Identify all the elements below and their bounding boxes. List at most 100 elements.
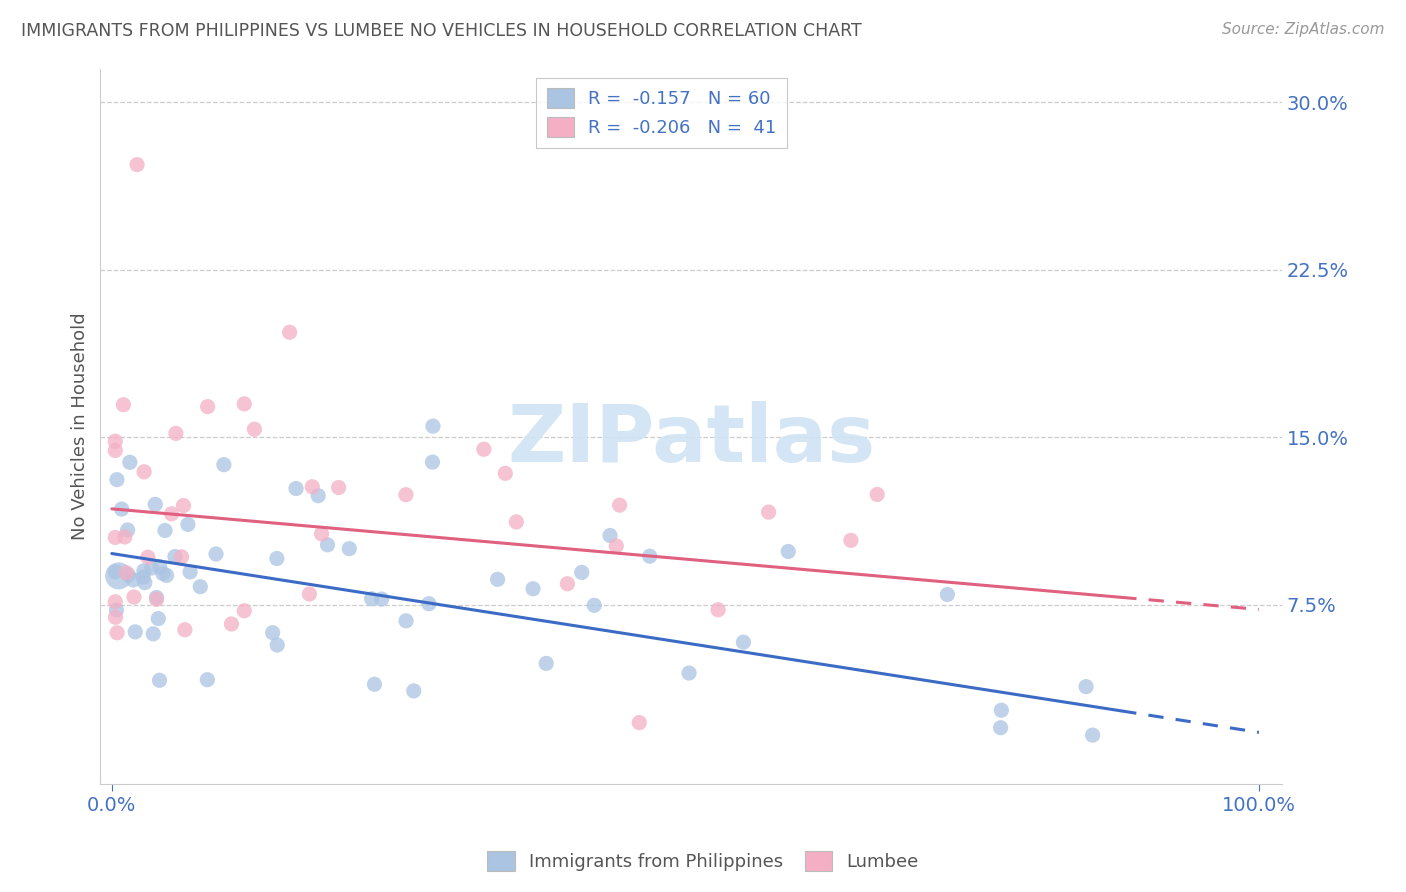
Point <box>1081 728 1104 742</box>
Point <box>583 599 606 613</box>
Point <box>205 547 228 561</box>
Point <box>143 497 166 511</box>
Point <box>177 517 200 532</box>
Point <box>472 442 495 457</box>
Point <box>316 538 339 552</box>
Point <box>221 617 243 632</box>
Point <box>141 561 163 575</box>
Point <box>134 575 156 590</box>
Point <box>145 591 167 605</box>
Point <box>758 505 780 519</box>
Point <box>163 549 186 564</box>
Point <box>233 604 256 618</box>
Point <box>1074 680 1097 694</box>
Point <box>678 666 700 681</box>
Point <box>118 455 141 469</box>
Point <box>145 592 167 607</box>
Point <box>233 397 256 411</box>
Point <box>494 467 516 481</box>
Point <box>104 434 127 449</box>
Point <box>418 597 440 611</box>
Point <box>142 627 165 641</box>
Point <box>115 566 138 580</box>
Point <box>486 572 509 586</box>
Point <box>195 673 218 687</box>
Text: Source: ZipAtlas.com: Source: ZipAtlas.com <box>1222 22 1385 37</box>
Point <box>360 591 382 606</box>
Point <box>104 595 127 609</box>
Point <box>104 443 127 458</box>
Point <box>122 590 145 604</box>
Point <box>402 684 425 698</box>
Point <box>170 549 193 564</box>
Point <box>148 673 170 688</box>
Point <box>104 565 127 579</box>
Point <box>298 587 321 601</box>
Point <box>422 455 444 469</box>
Point <box>363 677 385 691</box>
Point <box>132 564 155 578</box>
Point <box>778 544 800 558</box>
Point <box>990 721 1012 735</box>
Point <box>278 325 301 339</box>
Point <box>285 482 308 496</box>
Point <box>111 502 134 516</box>
Point <box>599 528 621 542</box>
Point <box>866 487 889 501</box>
Point <box>104 610 127 624</box>
Point <box>117 523 139 537</box>
Point <box>395 488 418 502</box>
Point <box>136 550 159 565</box>
Y-axis label: No Vehicles in Household: No Vehicles in Household <box>72 312 89 540</box>
Point <box>243 422 266 436</box>
Point <box>132 570 155 584</box>
Point <box>337 541 360 556</box>
Point <box>307 489 329 503</box>
Point <box>165 426 187 441</box>
Point <box>112 398 135 412</box>
Point <box>173 623 195 637</box>
Point <box>160 507 183 521</box>
Text: IMMIGRANTS FROM PHILIPPINES VS LUMBEE NO VEHICLES IN HOUSEHOLD CORRELATION CHART: IMMIGRANTS FROM PHILIPPINES VS LUMBEE NO… <box>21 22 862 40</box>
Point <box>557 576 579 591</box>
Text: ZIPatlas: ZIPatlas <box>508 401 875 479</box>
Point <box>105 625 128 640</box>
Point <box>505 515 527 529</box>
Legend: Immigrants from Philippines, Lumbee: Immigrants from Philippines, Lumbee <box>481 844 925 879</box>
Point <box>266 638 288 652</box>
Point <box>311 526 333 541</box>
Point <box>179 565 201 579</box>
Legend: R =  -0.157   N = 60, R =  -0.206   N =  41: R = -0.157 N = 60, R = -0.206 N = 41 <box>536 78 787 148</box>
Point <box>197 400 219 414</box>
Point <box>395 614 418 628</box>
Point <box>148 611 170 625</box>
Point <box>839 533 862 548</box>
Point <box>152 566 174 581</box>
Point <box>733 635 755 649</box>
Point <box>522 582 544 596</box>
Point <box>990 703 1012 717</box>
Point <box>134 465 156 479</box>
Point <box>301 480 323 494</box>
Point <box>117 568 139 582</box>
Point <box>125 158 148 172</box>
Point <box>212 458 235 472</box>
Point <box>124 624 146 639</box>
Point <box>153 524 176 538</box>
Point <box>104 531 127 545</box>
Point <box>155 568 177 582</box>
Point <box>605 539 627 553</box>
Point <box>114 530 136 544</box>
Point <box>188 580 211 594</box>
Point <box>266 551 288 566</box>
Point <box>105 473 128 487</box>
Point <box>638 549 661 564</box>
Point <box>936 587 959 601</box>
Point <box>149 560 172 574</box>
Point <box>262 625 284 640</box>
Point <box>107 569 129 583</box>
Point <box>328 481 350 495</box>
Point <box>370 592 392 607</box>
Point <box>707 603 730 617</box>
Point <box>122 573 145 587</box>
